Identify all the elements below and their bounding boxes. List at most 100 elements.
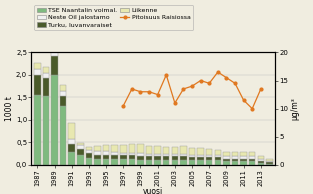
Bar [223, 156, 230, 159]
Bar [223, 159, 230, 161]
Bar [77, 149, 84, 155]
Bar [249, 156, 255, 159]
Pitoisuus Raisiossa [173, 102, 177, 104]
Pitoisuus Raisiossa [156, 93, 160, 96]
Bar [103, 151, 109, 155]
Bar [111, 152, 118, 155]
Bar [60, 106, 66, 165]
Legend: TSE Naantalin voimal., Neste Oil jalostamo, Turku, luvanvaraiset, Liikenne, Pito: TSE Naantalin voimal., Neste Oil jalosta… [34, 5, 193, 30]
Bar [120, 159, 126, 165]
Pitoisuus Raisiossa [242, 99, 245, 101]
Bar [198, 160, 204, 165]
Bar [146, 156, 152, 160]
Pitoisuus Raisiossa [164, 74, 168, 76]
Bar [223, 152, 230, 156]
Bar [266, 164, 273, 165]
Bar [51, 36, 58, 50]
Bar [120, 145, 126, 153]
Bar [232, 161, 238, 165]
Bar [215, 155, 221, 157]
Bar [137, 153, 144, 156]
Pitoisuus Raisiossa [139, 91, 142, 93]
Bar [94, 151, 101, 155]
Bar [154, 154, 161, 156]
Bar [137, 144, 144, 153]
Bar [163, 160, 169, 165]
Bar [198, 155, 204, 157]
Bar [111, 145, 118, 152]
Bar [215, 150, 221, 155]
Bar [266, 161, 273, 162]
Bar [189, 160, 195, 165]
Line: Pitoisuus Raisiossa: Pitoisuus Raisiossa [122, 71, 262, 110]
Pitoisuus Raisiossa [250, 107, 254, 110]
Bar [163, 156, 169, 160]
Bar [146, 160, 152, 165]
Bar [189, 157, 195, 160]
Pitoisuus Raisiossa [233, 82, 237, 85]
Bar [94, 146, 101, 151]
Bar [94, 155, 101, 159]
Bar [163, 154, 169, 156]
Bar [111, 155, 118, 159]
Bar [34, 75, 41, 95]
Bar [129, 159, 135, 165]
Bar [146, 146, 152, 154]
Bar [172, 160, 178, 165]
Bar [154, 160, 161, 165]
Bar [103, 159, 109, 165]
Bar [232, 152, 238, 156]
Bar [172, 154, 178, 156]
Bar [206, 149, 213, 155]
Bar [60, 85, 66, 91]
Pitoisuus Raisiossa [199, 79, 203, 82]
Bar [137, 160, 144, 165]
Bar [189, 148, 195, 155]
Bar [163, 147, 169, 154]
Bar [232, 156, 238, 159]
Pitoisuus Raisiossa [259, 88, 263, 90]
Bar [258, 156, 264, 159]
Bar [86, 153, 92, 158]
Bar [215, 160, 221, 165]
Bar [180, 146, 187, 154]
Bar [34, 63, 41, 69]
Bar [223, 161, 230, 165]
Bar [86, 150, 92, 153]
Bar [240, 156, 247, 159]
Bar [258, 163, 264, 165]
Bar [77, 143, 84, 145]
Bar [34, 95, 41, 165]
Bar [258, 159, 264, 161]
Bar [232, 159, 238, 161]
Bar [86, 147, 92, 150]
Bar [34, 69, 41, 75]
Bar [69, 144, 75, 152]
Bar [249, 161, 255, 165]
Bar [120, 155, 126, 159]
Bar [266, 162, 273, 164]
Bar [206, 160, 213, 165]
Bar [43, 67, 49, 73]
Bar [154, 146, 161, 154]
Bar [198, 148, 204, 155]
Bar [249, 152, 255, 156]
Bar [198, 157, 204, 160]
Bar [77, 145, 84, 149]
Bar [69, 139, 75, 144]
Bar [180, 154, 187, 156]
Bar [69, 124, 75, 139]
Bar [154, 156, 161, 160]
Bar [51, 75, 58, 165]
Bar [129, 155, 135, 159]
Bar [51, 56, 58, 75]
Bar [43, 73, 49, 79]
Bar [43, 79, 49, 96]
Bar [249, 159, 255, 161]
Bar [240, 152, 247, 156]
Pitoisuus Raisiossa [121, 105, 125, 107]
Bar [86, 158, 92, 165]
Pitoisuus Raisiossa [182, 88, 185, 90]
Bar [266, 159, 273, 161]
X-axis label: vuosi: vuosi [143, 187, 163, 194]
